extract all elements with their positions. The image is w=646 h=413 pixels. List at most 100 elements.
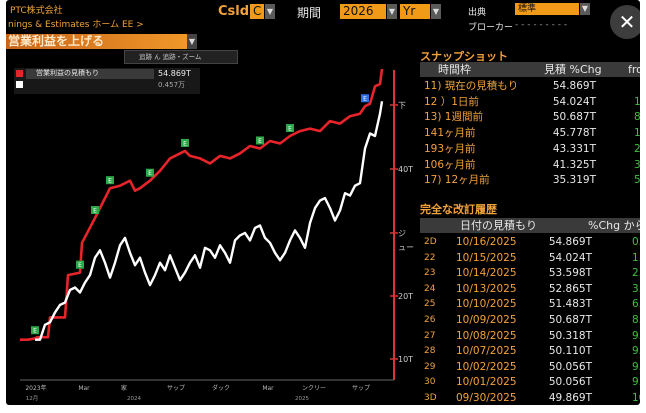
- revision-marker: [91, 206, 99, 214]
- close-icon[interactable]: ✕: [610, 5, 640, 39]
- history-row[interactable]: 29 10/02/2025 50.056T 9.: [420, 360, 640, 374]
- snapshot-row-label: 141ヶ月前: [424, 127, 476, 140]
- legend-value-2: 0.457万: [158, 81, 186, 89]
- history-row[interactable]: 27 10/08/2025 50.318T 9.: [420, 329, 640, 343]
- history-row[interactable]: 26 10/09/2025 50.687T 8.: [420, 313, 640, 327]
- history-row-change: 3.: [632, 282, 640, 295]
- snapshot-row[interactable]: 12 ）1日前 54.024T 1: [420, 95, 640, 109]
- history-row-date: 10/16/2025: [456, 236, 517, 248]
- history-row[interactable]: 30 10/01/2025 50.056T 9.: [420, 375, 640, 389]
- snapshot-row-label: 17) 12ヶ月前: [424, 174, 490, 187]
- snapshot-row-value: 50.687T: [552, 111, 596, 124]
- history-row[interactable]: 23 10/14/2025 53.598T 2.: [420, 266, 640, 280]
- history-row[interactable]: 24 10/13/2025 52.865T 3.: [420, 282, 640, 296]
- chart-legend: 営業利益の見積もり 54.869T 0.457万: [14, 68, 200, 94]
- chart-toolbar[interactable]: 追跡 ん 追跡・ズーム: [124, 50, 238, 64]
- breadcrumb[interactable]: nings & Estimates ホーム EE >: [8, 20, 144, 30]
- history-row-date: 10/01/2025: [456, 376, 517, 389]
- history-row-index: 2D: [424, 237, 437, 247]
- history-row-change: 2.: [632, 267, 640, 280]
- series-line-price: [35, 101, 384, 341]
- source-label: 出典: [468, 8, 487, 18]
- revision-marker: [361, 94, 369, 103]
- revision-marker-label: E: [108, 178, 112, 185]
- csld-label: Csld: [218, 4, 250, 19]
- revision-marker-label: E: [93, 208, 97, 215]
- x-axis-label: ダック: [212, 384, 230, 392]
- csld-dropdown-icon[interactable]: ▼: [265, 4, 275, 19]
- snapshot-row[interactable]: 13) 1週間前 50.687T 8: [420, 110, 640, 124]
- history-row-date: 10/08/2025: [456, 329, 517, 342]
- history-row-date: 10/15/2025: [456, 251, 517, 264]
- x-axis-label: Mar: [262, 385, 274, 392]
- csld-input[interactable]: C: [250, 4, 264, 19]
- history-row-index: 30: [424, 377, 436, 388]
- revision-marker-label: E: [183, 140, 187, 147]
- history-row-change: 10.: [632, 392, 640, 404]
- history-row-value: 50.056T: [548, 376, 592, 389]
- x-axis-label: 2023年: [25, 384, 46, 392]
- history-row-date: 10/07/2025: [456, 345, 517, 358]
- snapshot-row-value: 41.325T: [552, 158, 596, 171]
- period-label: 期間: [297, 6, 322, 20]
- snapshot-row[interactable]: 193ヶ月前 43.331T 2: [420, 142, 640, 156]
- history-row[interactable]: 2D 10/16/2025 54.869T 0.: [420, 235, 640, 249]
- snapshot-row[interactable]: 11) 現在の見積もり 54.869T: [420, 79, 640, 93]
- snapshot-row-value: 43.331T: [552, 142, 596, 155]
- history-row-index: 29: [424, 361, 436, 372]
- series-line-estimate: [20, 68, 384, 342]
- snapshot-row-change: 8: [634, 111, 640, 124]
- legend-label-bg: [26, 69, 154, 79]
- period-year-dropdown-icon[interactable]: ▼: [387, 4, 397, 19]
- x-axis-label: サップ: [167, 385, 185, 392]
- snapshot-row-label: 11) 現在の見積もり: [424, 80, 519, 92]
- history-row-value: 51.483T: [548, 298, 592, 311]
- history-row[interactable]: 28 10/07/2025 50.110T 9.: [420, 344, 640, 358]
- broker-label: ブローカー: [468, 23, 514, 33]
- history-header-chg: %Chg から: [588, 219, 640, 232]
- history-row-value: 50.110T: [548, 345, 592, 358]
- snapshot-row[interactable]: 106ヶ月前 41.325T 3: [420, 158, 640, 172]
- title-dropdown-icon[interactable]: ▼: [187, 34, 197, 49]
- history-row[interactable]: 22 10/15/2025 54.024T 1.: [420, 251, 640, 265]
- legend-label-1: 営業利益の見積もり: [36, 69, 99, 77]
- period-unit-dropdown-icon[interactable]: ▼: [431, 4, 441, 19]
- history-row-change: 9.: [632, 345, 640, 358]
- history-row-date: 10/09/2025: [456, 314, 517, 326]
- history-row[interactable]: 3D 09/30/2025 49.869T 10.: [420, 391, 640, 405]
- period-unit-input[interactable]: Yr: [400, 4, 430, 19]
- source-dropdown-icon[interactable]: ▼: [580, 3, 590, 15]
- revision-marker-label: E: [288, 126, 292, 133]
- estimate-line-chart: E E E E E E E E E 下 40T ジュー 20T 10T 2023年 Mar 家 サップ ダック Mar…: [20, 68, 414, 402]
- revision-marker-label: E: [258, 138, 262, 145]
- title-button[interactable]: 営業利益を上げる: [6, 34, 196, 49]
- history-row-change: 9.: [632, 360, 640, 373]
- source-input[interactable]: 標準: [515, 3, 579, 15]
- revision-marker-label: E: [363, 96, 367, 103]
- revision-marker-label: E: [148, 170, 152, 177]
- history-row-value: 53.598T: [548, 267, 592, 280]
- terminal-window: PTC株式会社 nings & Estimates ホーム EE > Csld …: [6, 0, 640, 405]
- y-axis-label: 10T: [398, 355, 413, 364]
- history-row-change: 6.: [632, 298, 640, 311]
- snapshot-row[interactable]: 141ヶ月前 45.778T 1: [420, 126, 640, 140]
- snapshot-row-change: 5: [634, 174, 640, 187]
- period-year-input[interactable]: 2026: [340, 4, 386, 19]
- history-row-date: 10/02/2025: [456, 360, 517, 373]
- snapshot-row-value: 54.024T: [552, 95, 596, 108]
- snapshot-row-change: 1: [634, 95, 640, 108]
- history-row-value: 49.869T: [548, 392, 592, 404]
- history-row-value: 54.869T: [548, 236, 592, 248]
- history-row-value: 50.687T: [548, 314, 592, 326]
- y-axis-label: 20T: [398, 292, 413, 301]
- x-axis-sublabel: 12月: [26, 395, 39, 402]
- broker-input[interactable]: - - - - - - - - -: [515, 20, 568, 30]
- history-row[interactable]: 25 10/10/2025 51.483T 6.: [420, 297, 640, 311]
- revision-marker: [146, 168, 154, 177]
- x-axis-label: サップ: [352, 385, 370, 392]
- history-header-date: 日付の見積もり: [460, 219, 537, 232]
- snapshot-row[interactable]: 17) 12ヶ月前 35.319T 5: [420, 173, 640, 187]
- revision-marker: [256, 136, 264, 145]
- history-row-index: 23: [424, 268, 436, 279]
- y-axis-label: ュー: [398, 243, 414, 252]
